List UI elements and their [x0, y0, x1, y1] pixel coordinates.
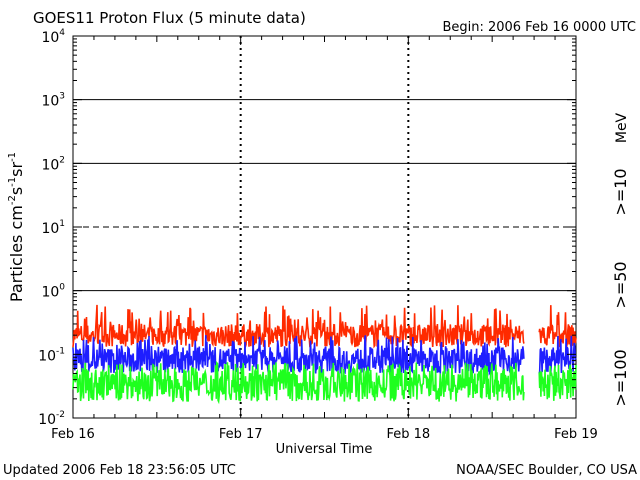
y-tick-label: 103 — [41, 92, 65, 110]
legend-series-100: >=100 — [611, 349, 630, 406]
y-tick-label: 10-1 — [38, 346, 65, 364]
y-axis: 10-2 10-1 100 101 102 103 104 — [38, 28, 576, 428]
x-tick-label: Feb 18 — [386, 427, 430, 442]
gridlines — [73, 99, 576, 292]
legend-series-50: >=50 — [611, 261, 630, 308]
y-axis-label: Particles cm-2s-1sr-1 — [7, 152, 26, 302]
x-tick-label: Feb 17 — [219, 427, 263, 442]
source-credit: NOAA/SEC Boulder, CO USA — [456, 463, 637, 478]
x-tick-label: Feb 19 — [554, 427, 598, 442]
series-line-ge10 — [72, 304, 577, 350]
chart-title: GOES11 Proton Flux (5 minute data) — [33, 9, 306, 27]
x-axis: Feb 16 Feb 17 Feb 18 Feb 19 — [51, 36, 598, 442]
y-tick-label: 101 — [41, 219, 65, 237]
updated-timestamp: Updated 2006 Feb 18 23:56:05 UTC — [3, 463, 236, 478]
series-layer — [72, 304, 577, 405]
begin-label: Begin: 2006 Feb 16 0000 UTC — [442, 20, 636, 35]
series-line-ge100 — [72, 360, 577, 405]
x-axis-label: Universal Time — [276, 442, 373, 457]
legend-series-10: >=10 — [611, 168, 630, 215]
x-tick-label: Feb 16 — [51, 427, 95, 442]
legend-unit: MeV — [614, 112, 630, 143]
y-tick-label: 102 — [41, 155, 65, 173]
y-tick-label: 10-2 — [38, 410, 65, 428]
y-tick-label: 100 — [41, 283, 65, 301]
y-tick-label: 104 — [41, 28, 65, 46]
